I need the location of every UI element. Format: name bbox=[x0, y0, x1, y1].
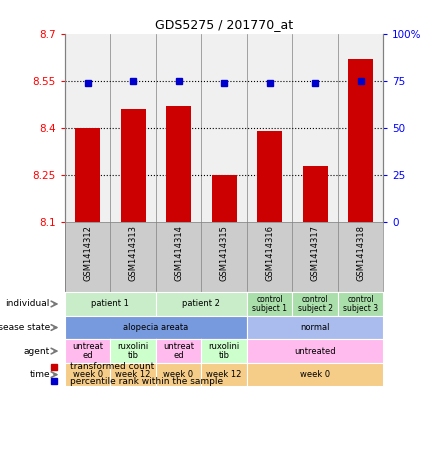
Bar bbox=[75, 128, 100, 222]
Text: patient 1: patient 1 bbox=[92, 299, 129, 308]
Text: GSM1414313: GSM1414313 bbox=[129, 226, 138, 281]
Text: GSM1414317: GSM1414317 bbox=[311, 226, 319, 281]
Bar bbox=[257, 131, 282, 222]
Text: untreat
ed: untreat ed bbox=[163, 342, 194, 361]
Text: GSM1414316: GSM1414316 bbox=[265, 226, 274, 281]
Text: GSM1414315: GSM1414315 bbox=[219, 226, 229, 281]
Text: GSM1414312: GSM1414312 bbox=[83, 226, 92, 281]
Text: ruxolini
tib: ruxolini tib bbox=[117, 342, 148, 361]
Bar bbox=[303, 165, 328, 222]
Text: alopecia areata: alopecia areata bbox=[123, 323, 188, 332]
Text: time: time bbox=[29, 370, 50, 379]
Text: disease state: disease state bbox=[0, 323, 50, 332]
Text: percentile rank within the sample: percentile rank within the sample bbox=[70, 377, 223, 386]
Text: ruxolini
tib: ruxolini tib bbox=[208, 342, 240, 361]
Text: control
subject 2: control subject 2 bbox=[297, 294, 332, 313]
Text: patient 2: patient 2 bbox=[182, 299, 220, 308]
Text: week 0: week 0 bbox=[73, 370, 102, 379]
Text: control
subject 3: control subject 3 bbox=[343, 294, 378, 313]
Text: agent: agent bbox=[24, 347, 50, 356]
Text: individual: individual bbox=[6, 299, 50, 308]
Bar bbox=[348, 59, 373, 222]
Text: week 0: week 0 bbox=[300, 370, 330, 379]
Text: week 12: week 12 bbox=[206, 370, 242, 379]
Bar bbox=[120, 109, 145, 222]
Text: normal: normal bbox=[300, 323, 330, 332]
Bar bbox=[212, 175, 237, 222]
Text: GSM1414314: GSM1414314 bbox=[174, 226, 183, 281]
Text: untreat
ed: untreat ed bbox=[72, 342, 103, 361]
Text: week 0: week 0 bbox=[163, 370, 194, 379]
Text: control
subject 1: control subject 1 bbox=[252, 294, 287, 313]
Text: untreated: untreated bbox=[294, 347, 336, 356]
Text: transformed count: transformed count bbox=[70, 362, 155, 371]
Bar bbox=[166, 106, 191, 222]
Text: GSM1414318: GSM1414318 bbox=[356, 226, 365, 281]
Text: week 12: week 12 bbox=[115, 370, 151, 379]
Title: GDS5275 / 201770_at: GDS5275 / 201770_at bbox=[155, 19, 293, 31]
